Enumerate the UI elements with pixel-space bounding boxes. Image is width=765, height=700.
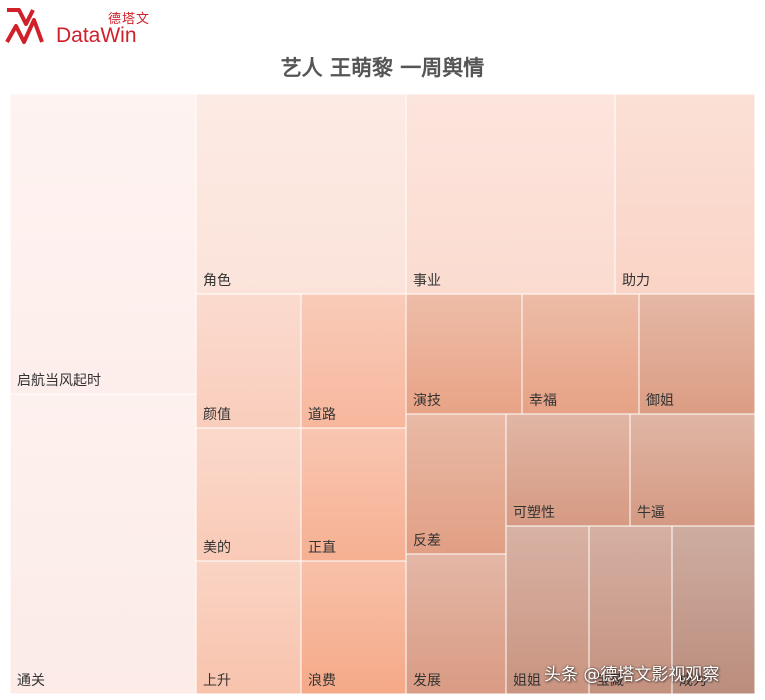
datawin-logo-icon	[5, 8, 44, 44]
treemap-cell-label: 上升	[203, 673, 231, 689]
treemap-cell-label: 颜值	[203, 407, 231, 423]
treemap-cell-label: 启航当风起时	[17, 373, 101, 389]
treemap-cell-label: 浪费	[308, 673, 336, 689]
treemap-cell-label: 通关	[17, 673, 45, 689]
treemap-cell-label: 姐姐	[513, 673, 541, 689]
treemap-cell-label: 演技	[413, 393, 441, 409]
treemap-cell-角色[interactable]	[195, 93, 407, 295]
treemap-cell-label: 美的	[203, 540, 231, 556]
treemap-cell-label: 角色	[203, 272, 231, 289]
treemap-cell-label: 宝藏	[596, 673, 624, 689]
datawin-logo: 德塔文 DataWin	[4, 4, 154, 48]
treemap-cell-label: 成为	[679, 673, 707, 689]
treemap-cell-正直[interactable]	[300, 427, 407, 562]
treemap-cell-label: 幸福	[529, 393, 557, 409]
treemap-cell-御姐[interactable]	[638, 293, 756, 415]
treemap-cell-成为[interactable]	[671, 525, 756, 695]
treemap-cell-label: 正直	[308, 539, 336, 556]
treemap-cell-label: 事业	[413, 273, 441, 289]
treemap-cell-上升[interactable]	[195, 560, 302, 695]
treemap-cell-道路[interactable]	[300, 293, 407, 429]
treemap-cell-事业[interactable]	[405, 93, 616, 295]
treemap-cell-启航当风起时[interactable]	[9, 93, 197, 395]
treemap-cell-助力[interactable]	[614, 93, 756, 295]
treemap-cell-浪费[interactable]	[300, 560, 407, 695]
treemap-cell-label: 反差	[413, 533, 441, 549]
treemap-cell-美的[interactable]	[195, 427, 302, 562]
treemap-cell-label: 发展	[413, 673, 441, 689]
treemap-cell-通关[interactable]	[9, 393, 197, 695]
watermark: 头条 @德塔文影视观察	[544, 665, 720, 685]
treemap-cell-label: 牛逼	[637, 505, 665, 521]
treemap-cell-label: 可塑性	[513, 505, 555, 521]
treemap-cell-label: 御姐	[646, 393, 674, 409]
treemap-cell-可塑性[interactable]	[505, 413, 631, 527]
logo-text-cn: 德塔文	[108, 12, 151, 27]
treemap-cell-发展[interactable]	[405, 553, 507, 695]
treemap-cell-label: 道路	[308, 407, 336, 423]
treemap-cell-幸福[interactable]	[521, 293, 640, 415]
treemap-cell-宝藏[interactable]	[588, 525, 673, 695]
logo-text-en: DataWin	[56, 24, 137, 47]
chart-title: 艺人 王萌黎 一周舆情	[280, 56, 485, 80]
treemap-cell-label: 助力	[622, 273, 650, 289]
treemap-cell-反差[interactable]	[405, 413, 507, 555]
